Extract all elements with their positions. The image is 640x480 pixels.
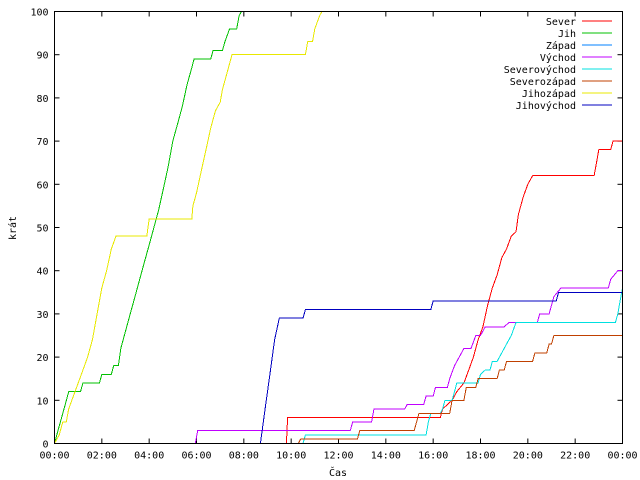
series-line-sever	[285, 140, 623, 444]
x-tick-label: 18:00	[465, 451, 495, 462]
series-layer	[54, 11, 623, 444]
legend-label-severozapad: Severozápad	[510, 76, 576, 88]
ticks-layer: 00:00 02:00 04:00 06:00 08:00 10:00 12:00 14:00…	[30, 8, 637, 462]
y-tick-label: 30	[36, 310, 48, 321]
series-line-vychod	[194, 270, 623, 444]
y-tick-label: 90	[36, 51, 48, 62]
y-tick-label: 40	[36, 267, 48, 278]
y-tick-label: 60	[36, 180, 48, 191]
series-line-jihovychod	[259, 291, 623, 444]
x-tick-label: 16:00	[418, 451, 448, 462]
series-line-severozapad	[297, 335, 623, 444]
x-tick-label: 14:00	[371, 451, 401, 462]
x-tick-label: 00:00	[39, 451, 69, 462]
legend-label-jihovychod: Jihovýchod	[516, 100, 576, 112]
y-tick-label: 70	[36, 137, 48, 148]
x-axis-label: Čas	[329, 466, 347, 479]
x-tick-label: 08:00	[229, 451, 259, 462]
y-tick-label: 100	[30, 8, 48, 19]
series-line-jihozapad	[54, 11, 323, 444]
legend-label-sever: Sever	[546, 17, 576, 28]
series-line-severovychod	[302, 287, 623, 444]
legend-label-vychod: Východ	[540, 52, 576, 64]
series-line-jih	[54, 11, 242, 444]
x-tick-label: 22:00	[560, 451, 590, 462]
y-tick-label: 10	[36, 396, 48, 407]
x-tick-label: 10:00	[276, 451, 306, 462]
x-tick-label: 12:00	[323, 451, 353, 462]
legend-label-jihozapad: Jihozápad	[522, 88, 576, 100]
legend-label-jih: Jih	[558, 29, 576, 40]
plot-frame	[54, 11, 623, 444]
x-tick-label: 06:00	[181, 451, 211, 462]
x-tick-label: 20:00	[513, 451, 543, 462]
x-tick-label: 00:00	[607, 451, 637, 462]
legend: SeverJihZápadVýchodSeverovýchodSeverozáp…	[504, 17, 612, 112]
legend-label-zapad: Západ	[546, 40, 576, 52]
x-tick-label: 02:00	[87, 451, 117, 462]
y-tick-label: 20	[36, 353, 48, 364]
y-tick-label: 50	[36, 224, 48, 235]
legend-label-severovychod: Severovýchod	[504, 64, 576, 76]
x-tick-label: 04:00	[134, 451, 164, 462]
y-tick-label: 0	[42, 440, 48, 451]
y-tick-label: 80	[36, 94, 48, 105]
y-axis-label: krát	[7, 216, 19, 240]
